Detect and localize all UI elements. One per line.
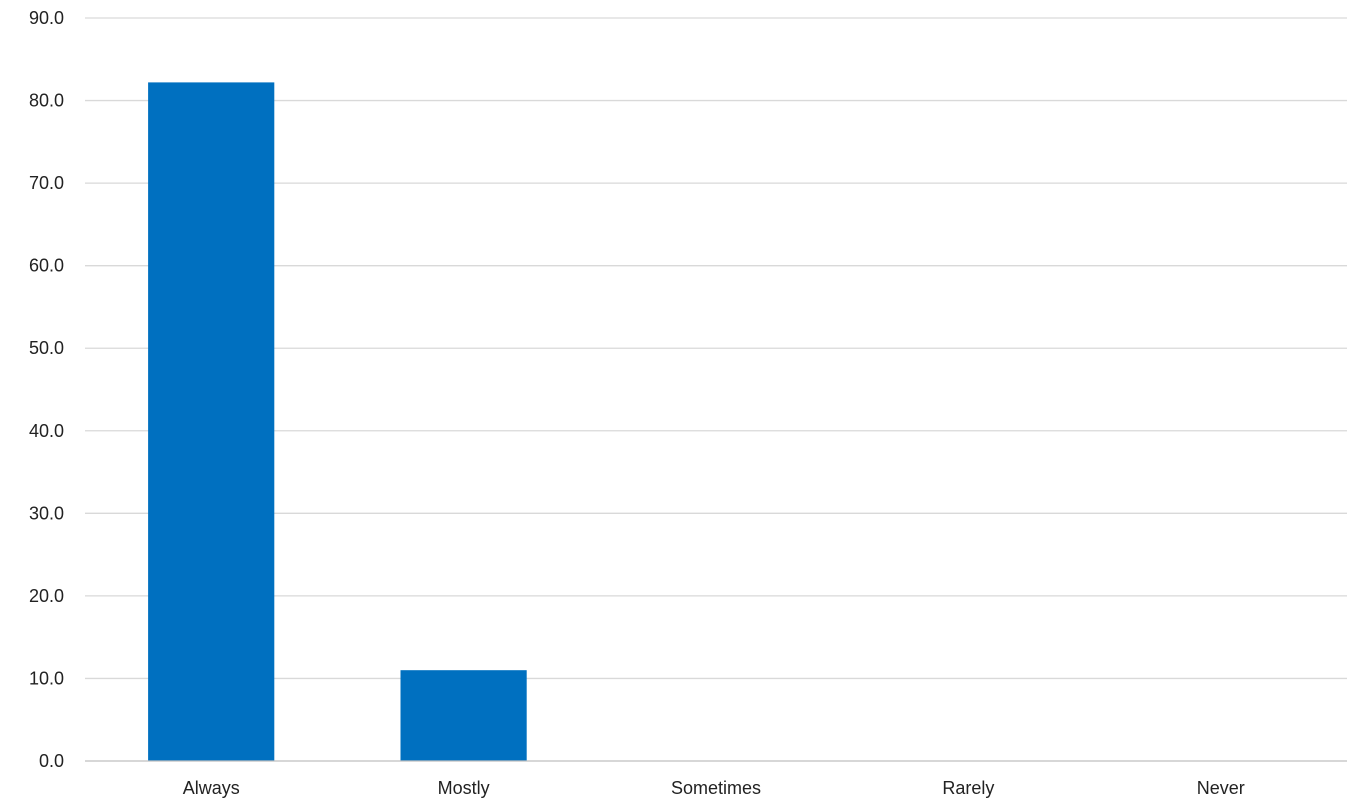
x-tick-label-mostly: Mostly xyxy=(438,778,490,798)
y-tick-label: 60.0 xyxy=(29,256,64,276)
y-tick-labels: 0.0 10.0 20.0 30.0 40.0 50.0 60.0 70.0 80.0 90.0 xyxy=(29,8,64,771)
y-tick-label: 90.0 xyxy=(29,8,64,28)
x-tick-label-rarely: Rarely xyxy=(942,778,994,798)
x-tick-labels: Always Mostly Sometimes Rarely Never xyxy=(183,778,1245,798)
y-tick-label: 10.0 xyxy=(29,668,64,688)
gridlines xyxy=(85,17,1347,680)
y-tick-label: 20.0 xyxy=(29,586,64,606)
bars xyxy=(148,82,527,762)
y-tick-label: 80.0 xyxy=(29,91,64,111)
bar-always xyxy=(148,82,275,762)
y-tick-label: 40.0 xyxy=(29,421,64,441)
bar-mostly xyxy=(400,670,527,761)
x-tick-label-always: Always xyxy=(183,778,240,798)
x-tick-label-never: Never xyxy=(1197,778,1245,798)
y-tick-label: 70.0 xyxy=(29,173,64,193)
x-tick-label-sometimes: Sometimes xyxy=(671,778,761,798)
y-tick-label: 30.0 xyxy=(29,503,64,523)
y-tick-label: 50.0 xyxy=(29,338,64,358)
y-tick-label: 0.0 xyxy=(39,751,64,771)
